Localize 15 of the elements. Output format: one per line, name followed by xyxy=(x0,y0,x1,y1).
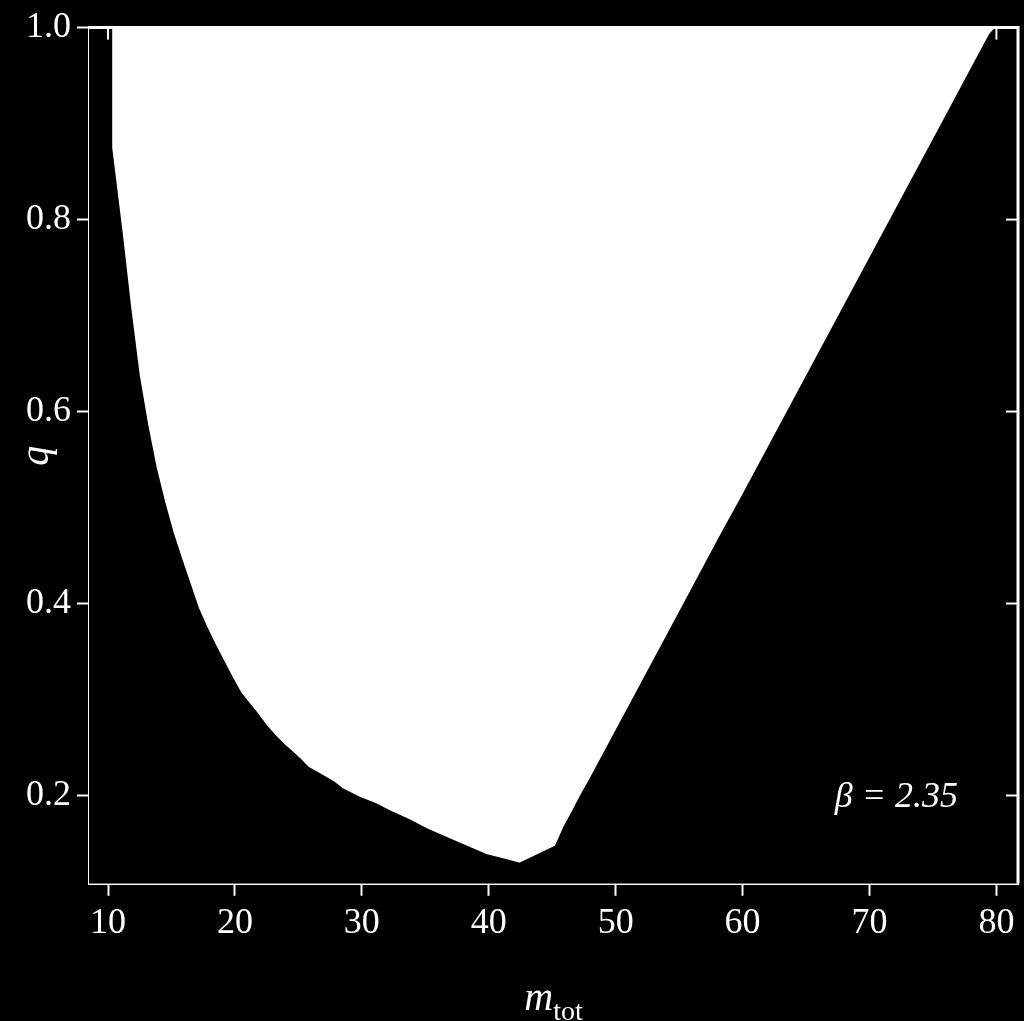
y-tick-label: 0.6 xyxy=(26,389,71,429)
y-tick-label: 0.2 xyxy=(26,772,71,813)
y-tick-label: 1.0 xyxy=(26,5,71,46)
annotation: β = 2.35 xyxy=(833,775,958,816)
x-tick-label: 50 xyxy=(597,900,634,941)
x-tick-label: 20 xyxy=(216,900,253,941)
x-tick-label: 60 xyxy=(724,900,761,941)
x-tick-label: 40 xyxy=(470,900,507,941)
x-tick-label: 70 xyxy=(851,900,888,941)
y-tick-label: 0.8 xyxy=(26,197,71,238)
y-axis-title: q xyxy=(12,445,57,466)
y-tick-label: 0.4 xyxy=(26,580,71,621)
x-tick-label: 10 xyxy=(90,900,127,941)
x-tick-label: 80 xyxy=(978,900,1015,941)
x-tick-label: 30 xyxy=(343,900,380,941)
